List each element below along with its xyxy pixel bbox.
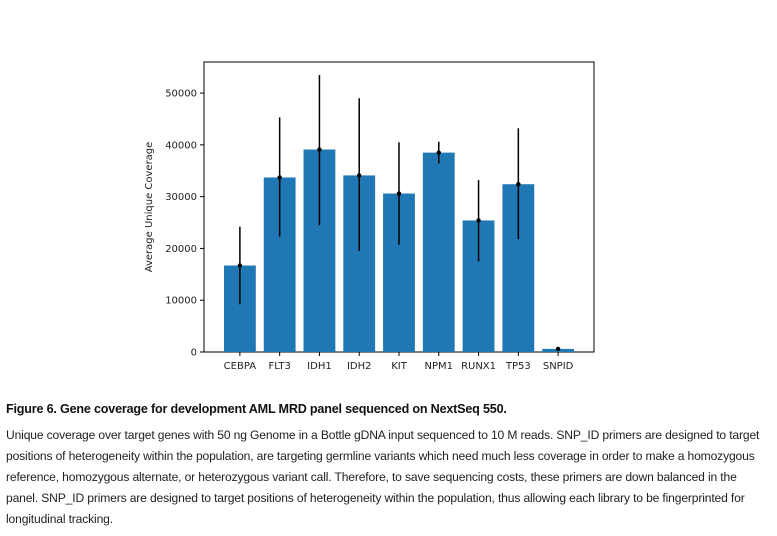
mean-point-npm1 (436, 150, 441, 155)
y-tick-label: 0 (191, 348, 197, 359)
y-tick-label: 20000 (165, 244, 197, 255)
y-axis-label: Average Unique Coverage (144, 142, 155, 273)
x-tick-label: FLT3 (268, 361, 290, 372)
y-tick-label: 50000 (165, 89, 197, 100)
y-tick-label: 10000 (165, 296, 197, 307)
mean-point-idh2 (357, 173, 362, 178)
x-tick-label: IDH2 (347, 361, 372, 372)
mean-point-tp53 (516, 182, 521, 187)
y-tick-label: 40000 (165, 140, 197, 151)
bar-chart: 0 10000 20000 30000 40000 50000 CEBPA FLT3 IDH1… (144, 61, 595, 372)
x-axis: CEBPA FLT3 IDH1 IDH2 KIT NPM1 RUNX1 TP53 SNPID (224, 352, 574, 372)
bar-npm1 (422, 152, 455, 353)
x-tick-label: CEBPA (224, 361, 257, 372)
figure-caption-title: Figure 6. Gene coverage for development … (6, 402, 507, 416)
x-tick-label: KIT (391, 361, 408, 372)
error-bars-group (237, 74, 561, 352)
x-tick-label: RUNX1 (461, 361, 496, 372)
x-tick-label: TP53 (505, 361, 531, 372)
mean-point-runx1 (476, 218, 481, 223)
x-tick-label: IDH1 (307, 361, 332, 372)
y-tick-label: 30000 (165, 192, 197, 203)
mean-point-kit (396, 191, 402, 196)
x-tick-label: SNPID (543, 361, 574, 372)
x-tick-label: NPM1 (425, 361, 454, 372)
mean-point-idh1 (317, 147, 322, 152)
bars-group (223, 149, 575, 353)
mean-point-cebpa (237, 263, 243, 268)
mean-point-snpid (555, 346, 561, 352)
mean-point-flt3 (277, 175, 282, 180)
figure-caption-body: Unique coverage over target genes with 5… (6, 428, 760, 526)
y-axis: 0 10000 20000 30000 40000 50000 (165, 89, 204, 359)
